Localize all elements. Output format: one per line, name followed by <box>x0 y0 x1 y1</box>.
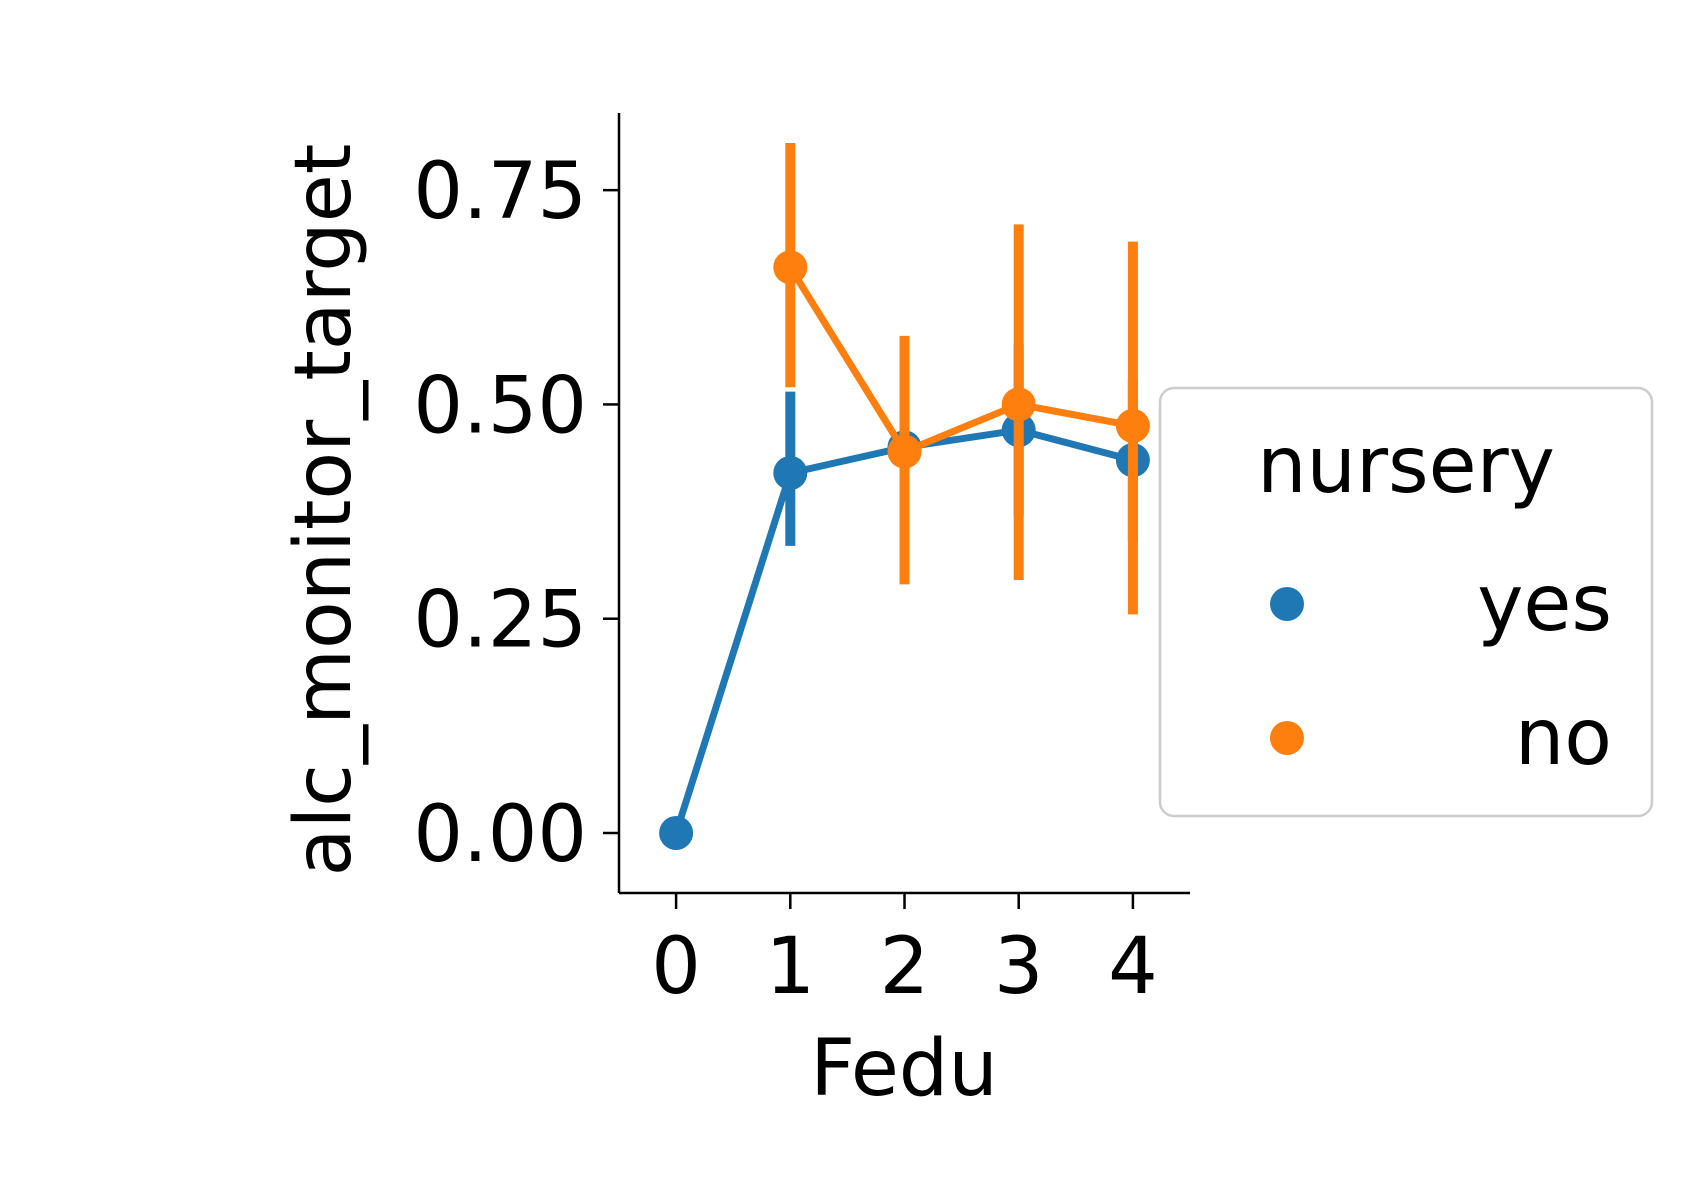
data-point-no <box>1001 387 1036 422</box>
y-tick-label: 0.00 <box>413 790 587 880</box>
series-layer <box>659 143 1150 850</box>
x-tick-label: 0 <box>651 922 701 1012</box>
x-tick-label: 1 <box>765 922 815 1012</box>
data-point-no <box>887 434 922 469</box>
legend-items: yes no <box>1270 559 1612 783</box>
legend: nursery yes no <box>1158 386 1654 818</box>
legend-label-no: no <box>1515 693 1612 783</box>
data-point-no <box>1115 408 1150 443</box>
series-no <box>773 143 1150 615</box>
data-point-yes <box>773 456 808 490</box>
x-tick-label: 3 <box>994 922 1044 1012</box>
x-tick-label: 4 <box>1108 922 1158 1012</box>
data-point-no <box>773 250 808 285</box>
data-point-yes <box>659 816 694 850</box>
y-tick-label: 0.75 <box>413 147 587 237</box>
x-tick-label: 2 <box>880 922 930 1012</box>
series-line-no <box>787 265 1134 456</box>
y-tick-label: 0.25 <box>413 576 587 666</box>
legend-title: nursery <box>1257 421 1555 511</box>
x-axis-label: Fedu <box>810 1024 998 1114</box>
y-ticks: 0.00 0.25 0.50 0.75 <box>413 147 619 880</box>
legend-marker-yes <box>1270 587 1304 621</box>
legend-label-yes: yes <box>1477 559 1612 649</box>
legend-marker-no <box>1270 721 1304 755</box>
y-tick-label: 0.50 <box>413 361 587 451</box>
legend-frame <box>1158 386 1654 818</box>
y-axis-label: alc_monitor_target <box>279 144 369 877</box>
